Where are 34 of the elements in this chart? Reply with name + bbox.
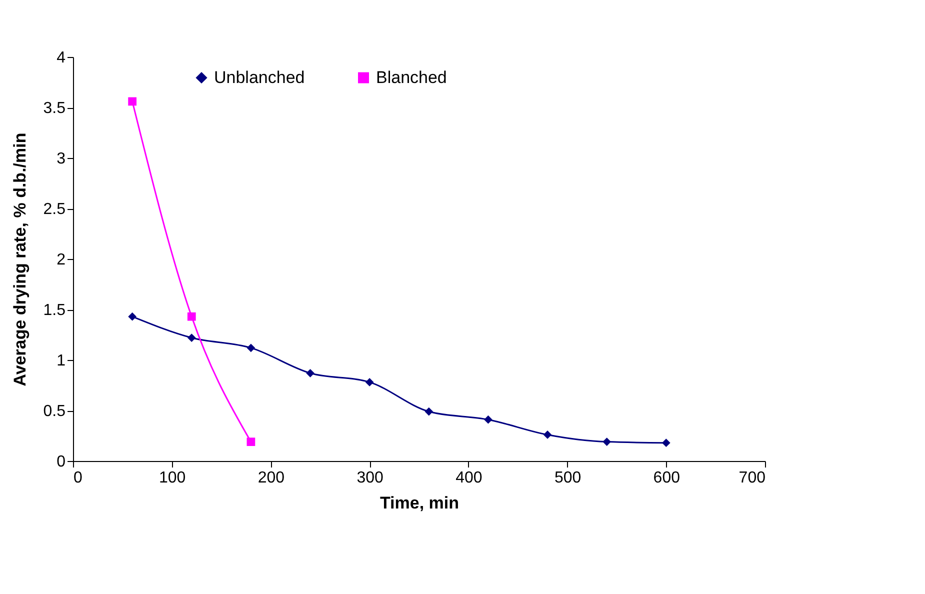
point: [246, 438, 256, 446]
y-axis-title: Average drying rate, % d.b./min: [10, 132, 30, 386]
point: [187, 334, 196, 342]
y-tick-label: 0: [56, 454, 66, 470]
x-tick-label: 0: [74, 470, 82, 486]
y-tick-label: 4: [56, 50, 66, 66]
point: [187, 312, 196, 321]
point: [484, 415, 492, 424]
point: [424, 407, 434, 416]
y-tick-label: 3.5: [43, 100, 66, 117]
x-tick-label: 600: [653, 470, 680, 486]
y-tick-label: 3: [56, 150, 66, 168]
y-tick-label: 0.5: [43, 403, 66, 420]
point: [543, 430, 552, 439]
point: [246, 344, 256, 352]
point: [365, 378, 374, 386]
x-tick-label: 500: [554, 470, 582, 486]
point: [662, 438, 670, 448]
x-axis-title: Time, min: [380, 494, 460, 512]
x-tick-label: 200: [258, 470, 285, 486]
x-tick-label: 100: [159, 470, 186, 486]
y-tick-label: 2.5: [43, 201, 66, 218]
y-tick-label: 1: [56, 352, 66, 370]
point: [128, 312, 136, 321]
x-tick-label: 400: [456, 470, 482, 486]
y-tick-label: 2: [56, 252, 66, 268]
x-tick-label: 700: [738, 470, 766, 486]
point: [128, 97, 136, 106]
x-tick-label: 300: [356, 470, 384, 486]
point: [306, 368, 314, 378]
legend-label: Unblanched: [214, 68, 305, 87]
legend-label: Blanched: [376, 68, 447, 87]
y-tick-label: 1.5: [43, 302, 66, 319]
point: [602, 438, 612, 446]
